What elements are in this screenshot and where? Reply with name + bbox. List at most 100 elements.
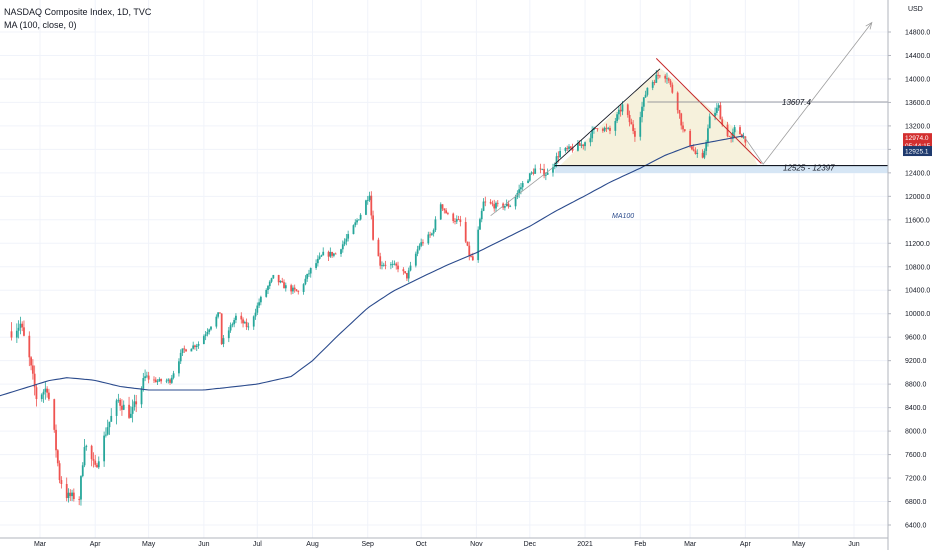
candle-body <box>318 256 321 259</box>
price-axis[interactable]: 6400.0 6800.0 7200.0 7600.0 8000.0 8400.0 8800… <box>887 0 932 550</box>
candle-body <box>222 338 225 345</box>
price-tick-label: 10400.0 <box>905 288 930 295</box>
candle-body <box>466 241 469 246</box>
candle-body <box>714 112 716 117</box>
candle-body <box>192 345 195 349</box>
candle-body <box>389 264 392 266</box>
candle-body <box>605 127 608 129</box>
candle-body <box>370 195 373 216</box>
candle-body <box>619 109 622 112</box>
support-label: 12525 - 12397 <box>783 164 835 173</box>
candle-body <box>607 127 610 129</box>
candle-body <box>669 80 672 85</box>
time-axis[interactable]: Mar Apr May Jun Jul Aug Sep Oct Nov Dec 2021 Feb Mar… <box>0 537 888 548</box>
candle-body <box>277 274 280 283</box>
candle-body <box>420 242 423 246</box>
candle-body <box>359 214 362 220</box>
candle-body <box>653 82 656 83</box>
candle-body <box>245 322 248 328</box>
candle-body <box>309 267 312 274</box>
candle-body <box>254 312 257 317</box>
time-tick-label: Oct <box>416 541 427 548</box>
breakout-arrow-line <box>490 167 554 217</box>
candle-body <box>429 234 431 236</box>
candle-body <box>683 129 686 131</box>
candle-body <box>509 206 512 208</box>
trend-drawings <box>490 21 888 217</box>
candle-body <box>384 264 387 266</box>
candle-body <box>484 201 487 203</box>
grid-lines <box>0 0 888 538</box>
time-tick-label: Sep <box>362 541 375 548</box>
candle-body <box>651 82 654 88</box>
candle-body <box>514 196 517 207</box>
candle-body <box>83 447 86 466</box>
candle-body <box>644 94 647 98</box>
candle-body <box>153 379 155 381</box>
rising-trendline <box>554 68 661 165</box>
candle-body <box>258 302 260 306</box>
ma-value: 12925.1 <box>905 149 929 156</box>
candle-body <box>630 122 633 125</box>
last-price-value: 12974.0 <box>905 135 929 142</box>
candle-body <box>658 75 661 77</box>
candle-body <box>304 278 307 285</box>
candle-body <box>154 379 157 383</box>
candle-body <box>227 330 230 339</box>
candle-body <box>482 201 485 211</box>
candle-body <box>270 278 273 282</box>
time-tick-label: Jun <box>848 541 859 548</box>
candle-body <box>480 210 483 220</box>
candle-body <box>655 74 658 83</box>
candle-body <box>507 203 510 207</box>
candle-body <box>46 388 49 393</box>
candle-body <box>65 483 68 499</box>
candle-body <box>569 146 572 149</box>
ma100-label: MA100 <box>612 213 634 220</box>
candle-body <box>23 327 25 336</box>
candle-body <box>322 251 325 256</box>
candle-body <box>215 316 218 327</box>
candle-body <box>671 84 674 93</box>
level-label: 13607.4 <box>782 98 811 107</box>
candle-body <box>646 87 649 95</box>
candle-body <box>603 127 606 131</box>
candle-body <box>455 219 458 222</box>
candle-body <box>147 375 150 380</box>
candle-body <box>119 399 122 406</box>
candle-body <box>144 376 146 379</box>
candlestick-series <box>10 70 747 506</box>
candle-body <box>530 172 533 174</box>
resistance-trendline <box>655 58 762 164</box>
candle-body <box>616 114 619 122</box>
candle-body <box>544 174 547 176</box>
candle-body <box>580 144 583 146</box>
price-tick-label: 11600.0 <box>905 217 930 224</box>
candle-body <box>689 130 692 147</box>
chart-title[interactable]: NASDAQ Composite Index, 1D, TVC <box>4 7 152 17</box>
candle-body <box>457 219 460 220</box>
candle-body <box>208 329 211 333</box>
candle-body <box>446 213 449 215</box>
candle-body <box>379 256 382 266</box>
candle-body <box>744 136 747 143</box>
annotation-labels: 13607.4 12525 - 12397 MA100 <box>612 98 835 220</box>
candle-body <box>609 127 611 131</box>
candle-body <box>503 206 506 208</box>
price-tick-label: 6800.0 <box>905 499 927 506</box>
candle-body <box>58 463 61 481</box>
candle-body <box>331 251 334 256</box>
candle-body <box>393 263 396 265</box>
time-tick-label: Jul <box>253 541 262 548</box>
price-tick-label: 14000.0 <box>905 76 930 83</box>
candle-body <box>577 142 579 151</box>
candle-body <box>240 315 243 320</box>
candle-body <box>365 200 367 215</box>
candle-body <box>129 413 132 418</box>
candle-body <box>242 319 244 324</box>
candle-body <box>518 189 521 194</box>
indicator-label[interactable]: MA (100, close, 0) <box>4 20 77 30</box>
candle-body <box>418 245 421 250</box>
candle-body <box>345 238 348 242</box>
